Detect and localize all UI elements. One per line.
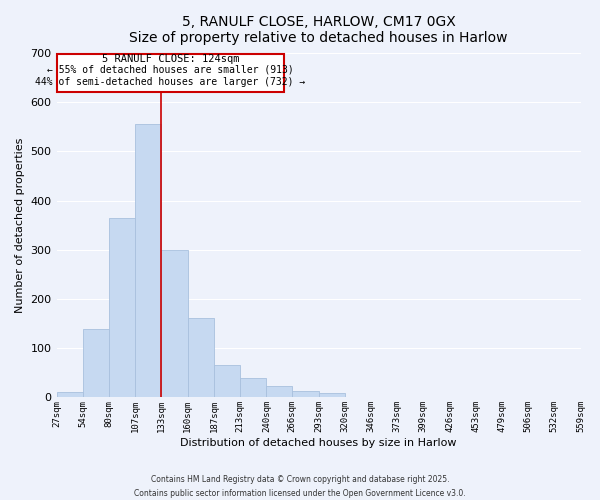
Text: 44% of semi-detached houses are larger (732) →: 44% of semi-detached houses are larger (…	[35, 76, 305, 86]
Bar	[161, 250, 188, 397]
Text: ← 55% of detached houses are smaller (913): ← 55% of detached houses are smaller (91…	[47, 64, 293, 74]
Bar	[83, 329, 109, 397]
Bar	[109, 218, 136, 397]
Bar	[319, 394, 345, 397]
Bar	[56, 54, 284, 92]
Bar	[240, 378, 266, 397]
Bar	[214, 365, 240, 397]
Y-axis label: Number of detached properties: Number of detached properties	[15, 138, 25, 313]
Title: 5, RANULF CLOSE, HARLOW, CM17 0GX
Size of property relative to detached houses i: 5, RANULF CLOSE, HARLOW, CM17 0GX Size o…	[129, 15, 508, 45]
Bar	[56, 392, 83, 397]
Text: 5 RANULF CLOSE: 124sqm: 5 RANULF CLOSE: 124sqm	[101, 54, 239, 64]
Bar	[188, 318, 214, 397]
Bar	[266, 386, 292, 397]
X-axis label: Distribution of detached houses by size in Harlow: Distribution of detached houses by size …	[180, 438, 457, 448]
Bar	[292, 390, 319, 397]
Text: Contains HM Land Registry data © Crown copyright and database right 2025.
Contai: Contains HM Land Registry data © Crown c…	[134, 476, 466, 498]
Bar	[136, 124, 161, 397]
